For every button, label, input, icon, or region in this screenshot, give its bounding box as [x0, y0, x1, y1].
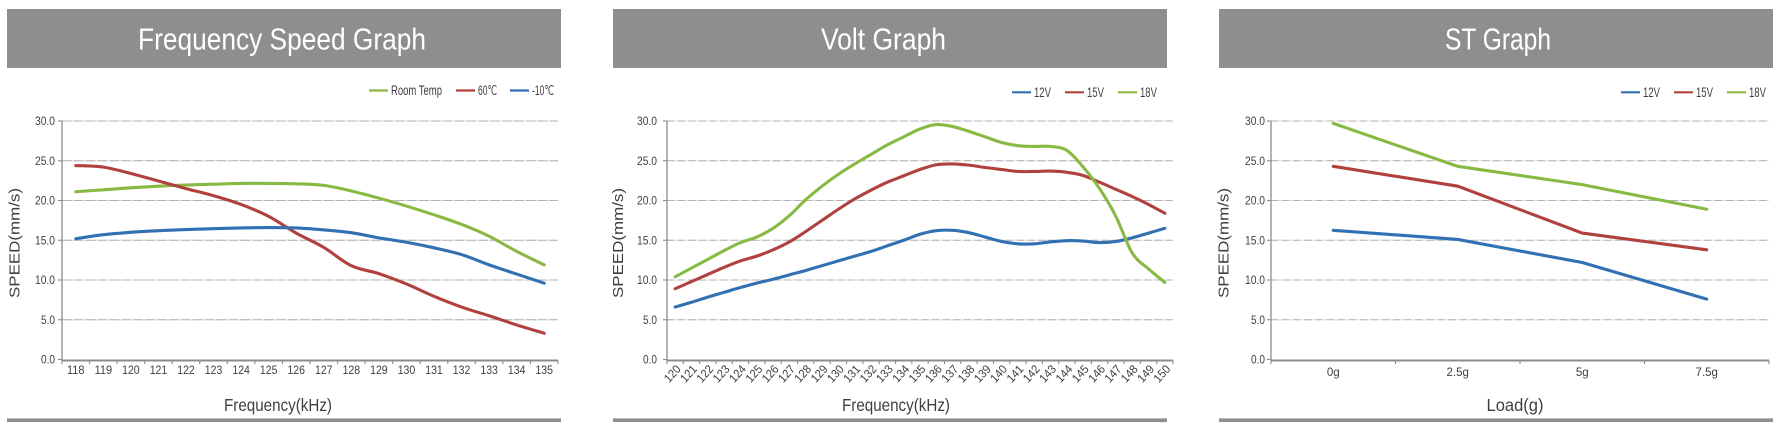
svg-text:126: 126	[287, 365, 305, 377]
svg-text:0.0: 0.0	[1251, 355, 1265, 367]
svg-text:18V: 18V	[1749, 85, 1766, 100]
svg-text:25.0: 25.0	[1245, 156, 1265, 168]
svg-text:5.0: 5.0	[643, 315, 657, 327]
svg-text:133: 133	[480, 365, 498, 377]
svg-text:2.5g: 2.5g	[1447, 367, 1469, 379]
svg-text:20.0: 20.0	[35, 196, 55, 208]
svg-text:124: 124	[232, 365, 250, 377]
svg-text:127: 127	[315, 365, 333, 377]
svg-text:12V: 12V	[1643, 85, 1660, 100]
svg-text:5.0: 5.0	[1251, 315, 1265, 327]
svg-text:SPEED(mm/s): SPEED(mm/s)	[8, 188, 24, 298]
svg-text:Room Temp: Room Temp	[391, 83, 442, 98]
svg-text:5.0: 5.0	[41, 315, 55, 327]
svg-text:20.0: 20.0	[637, 196, 657, 208]
svg-text:30.0: 30.0	[637, 116, 657, 128]
svg-text:130: 130	[398, 365, 416, 377]
svg-text:121: 121	[150, 365, 168, 377]
svg-text:132: 132	[453, 365, 471, 377]
svg-text:Frequency(kHz): Frequency(kHz)	[224, 395, 332, 415]
svg-text:0.0: 0.0	[643, 355, 657, 367]
svg-text:135: 135	[535, 365, 553, 377]
svg-text:30.0: 30.0	[1245, 116, 1265, 128]
svg-text:Frequency Speed Graph: Frequency Speed Graph	[138, 22, 426, 57]
svg-text:128: 128	[343, 365, 361, 377]
svg-text:10.0: 10.0	[1245, 275, 1265, 287]
svg-text:123: 123	[205, 365, 223, 377]
svg-text:10.0: 10.0	[35, 275, 55, 287]
svg-text:10.0: 10.0	[637, 275, 657, 287]
svg-text:Frequency(kHz): Frequency(kHz)	[842, 395, 950, 415]
svg-text:119: 119	[95, 365, 113, 377]
svg-text:30.0: 30.0	[35, 116, 55, 128]
svg-text:25.0: 25.0	[637, 156, 657, 168]
svg-text:12V: 12V	[1034, 85, 1051, 100]
svg-text:120: 120	[122, 365, 140, 377]
svg-text:20.0: 20.0	[1245, 196, 1265, 208]
svg-text:SPEED(mm/s): SPEED(mm/s)	[611, 188, 627, 298]
svg-text:ST Graph: ST Graph	[1445, 22, 1551, 57]
svg-text:Volt Graph: Volt Graph	[821, 22, 946, 57]
svg-text:0g: 0g	[1327, 367, 1340, 379]
svg-text:-10℃: -10℃	[532, 83, 554, 98]
svg-text:0.0: 0.0	[41, 355, 55, 367]
svg-text:15V: 15V	[1087, 85, 1104, 100]
svg-text:134: 134	[508, 365, 526, 377]
svg-text:15.0: 15.0	[1245, 235, 1265, 247]
svg-text:25.0: 25.0	[35, 156, 55, 168]
svg-text:15.0: 15.0	[637, 235, 657, 247]
svg-text:5g: 5g	[1576, 367, 1589, 379]
svg-text:Load(g): Load(g)	[1487, 395, 1544, 415]
svg-text:60℃: 60℃	[478, 83, 497, 98]
svg-text:SPEED(mm/s): SPEED(mm/s)	[1217, 188, 1233, 298]
svg-text:118: 118	[67, 365, 85, 377]
svg-text:131: 131	[425, 365, 443, 377]
svg-text:129: 129	[370, 365, 388, 377]
svg-text:122: 122	[177, 365, 195, 377]
svg-text:125: 125	[260, 365, 278, 377]
svg-text:7.5g: 7.5g	[1696, 367, 1718, 379]
svg-text:15.0: 15.0	[35, 235, 55, 247]
svg-text:18V: 18V	[1140, 85, 1157, 100]
svg-text:15V: 15V	[1696, 85, 1713, 100]
